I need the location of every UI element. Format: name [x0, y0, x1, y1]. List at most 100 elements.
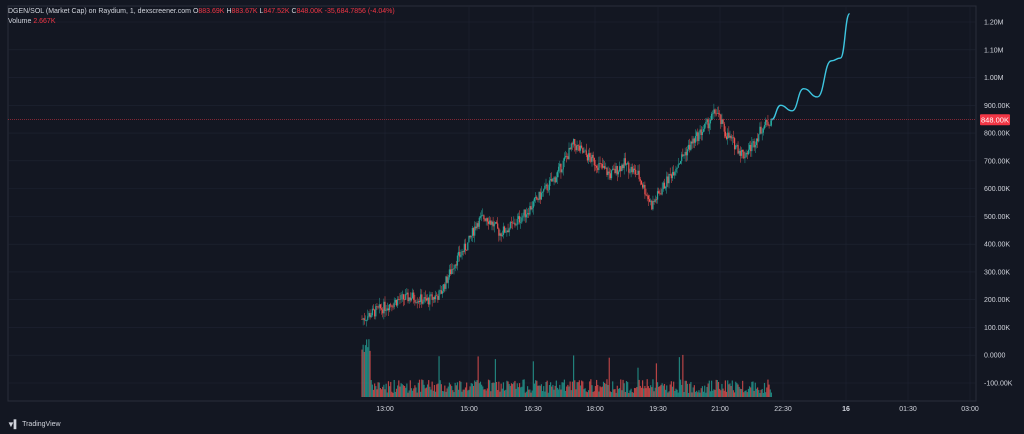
candle-body — [581, 145, 583, 148]
candle-body — [758, 134, 760, 142]
volume-bar — [674, 390, 676, 397]
volume-bar — [668, 391, 670, 397]
candle-body — [371, 308, 373, 316]
candle-body — [563, 157, 565, 161]
volume-bar — [405, 387, 407, 397]
candle-body — [608, 171, 610, 174]
volume-bar — [698, 390, 700, 397]
volume-bar — [632, 392, 634, 397]
volume-bar — [518, 383, 521, 397]
volume-bar — [576, 382, 578, 397]
volume-bar — [712, 390, 714, 397]
projection-line — [771, 12, 851, 121]
volume-bar — [681, 384, 683, 397]
y-tick-label: -100.00K — [984, 381, 1013, 388]
volume-bar — [377, 382, 379, 397]
candle-body — [414, 300, 416, 303]
candle-body — [666, 176, 668, 187]
price-axis[interactable]: 1.20M 1.10M 1.00M 900.00K 800.00K 700.00K 600.… — [984, 20, 1013, 388]
volume-bar — [437, 383, 439, 397]
tradingview-brand[interactable]: ▼▍ TradingView — [7, 420, 61, 429]
volume-bar — [571, 381, 574, 397]
volume-bar — [715, 379, 717, 397]
candle-body — [466, 250, 468, 251]
candle-body — [591, 154, 593, 162]
volume-bar — [697, 392, 699, 397]
time-axis[interactable]: 13:00 15:00 16:30 18:00 19:30 21:00 22:30 16 01:… — [376, 406, 979, 413]
candle-body — [652, 201, 654, 210]
candle-body — [568, 148, 570, 160]
candle-body — [625, 163, 628, 165]
candle-body — [582, 147, 584, 153]
volume-bar — [763, 382, 766, 397]
volume-bar — [379, 387, 381, 397]
candle-body — [645, 194, 647, 196]
volume-bar — [466, 382, 468, 397]
volume-bar — [633, 387, 636, 397]
candle-body — [370, 315, 372, 318]
volume-bar — [430, 389, 432, 397]
candle-body — [706, 119, 708, 122]
candle-body — [712, 113, 714, 115]
volume-bar — [736, 383, 738, 397]
candle-body — [423, 297, 425, 302]
volume-bar — [493, 382, 495, 397]
volume-bar — [475, 381, 477, 397]
candle-body — [545, 184, 547, 186]
volume-bar — [502, 382, 505, 397]
candle-body — [713, 109, 715, 114]
volume-bar — [647, 386, 649, 397]
candle-body — [398, 299, 400, 300]
candle-body — [754, 144, 756, 148]
brand-name: TradingView — [22, 421, 61, 428]
volume-bar — [439, 380, 441, 397]
candle-body — [678, 163, 680, 165]
volume-bar — [596, 379, 598, 397]
volume-bar — [579, 385, 582, 397]
volume-bar — [440, 384, 442, 397]
volume-bar — [751, 381, 753, 397]
candle-body — [667, 176, 669, 184]
volume-bar — [490, 391, 492, 397]
candle-body — [590, 157, 592, 162]
candle-body — [464, 243, 467, 251]
volume-bar — [433, 385, 436, 397]
volume-bar — [688, 392, 690, 397]
candle-body — [553, 177, 555, 179]
candle-body — [613, 168, 615, 170]
volume-bar — [495, 381, 498, 397]
candle-body — [366, 319, 368, 321]
volume-bar — [421, 379, 423, 397]
volume-bar — [690, 381, 692, 397]
volume-bar — [731, 380, 733, 397]
candle-body — [420, 294, 422, 302]
volume-bar — [663, 383, 666, 397]
volume-bar — [399, 386, 401, 397]
candle-body — [670, 174, 672, 179]
volume-bar — [367, 347, 369, 397]
candle-body — [660, 193, 662, 195]
candle-body — [567, 156, 569, 160]
volume-bar — [370, 380, 372, 397]
candle-body — [499, 233, 501, 236]
volume-bar — [650, 385, 652, 397]
candle-body — [475, 226, 477, 229]
candle-body — [686, 149, 689, 156]
volume-bar — [578, 380, 580, 397]
candle-body — [656, 191, 659, 200]
volume-bar — [418, 379, 421, 397]
volume-bar — [393, 379, 395, 397]
candle-body — [600, 163, 602, 165]
candle-body — [397, 299, 399, 306]
y-tick-label: 200.00K — [984, 297, 1010, 304]
volume-bar — [452, 390, 454, 397]
volume-bar — [662, 385, 664, 397]
candle-body — [717, 113, 720, 114]
volume-bar — [640, 387, 643, 397]
candle-body — [561, 169, 563, 173]
candle-body — [707, 119, 709, 129]
candle-body — [405, 294, 407, 300]
volume-bar — [645, 388, 647, 397]
candle-body — [494, 222, 496, 224]
